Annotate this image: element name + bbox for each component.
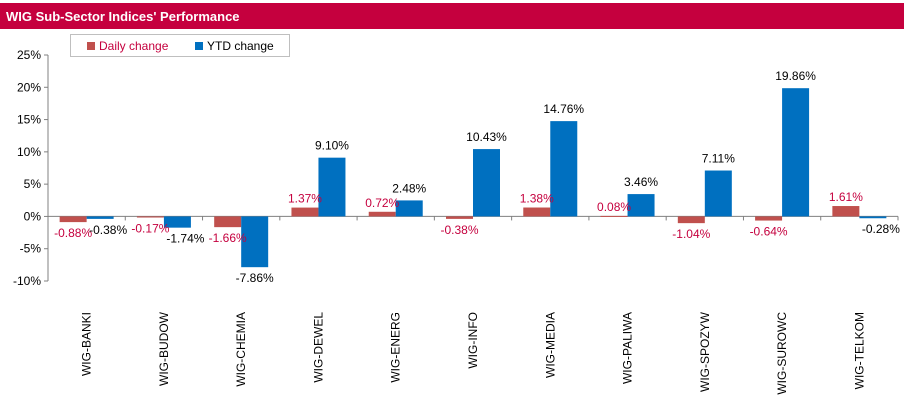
x-category-label: WIG-BANKI (80, 312, 94, 376)
x-category-label: WIG-CHEMIA (234, 312, 248, 387)
data-label-ytd: 19.86% (775, 69, 816, 83)
legend-swatch-daily (87, 42, 95, 50)
legend-swatch-ytd (195, 42, 203, 50)
data-label-daily: 0.08% (597, 200, 631, 214)
data-label-daily: 1.38% (520, 192, 554, 206)
bar-daily-change (832, 206, 860, 217)
data-label-daily: 1.61% (829, 190, 863, 204)
x-category-label: WIG-SPOZYW (698, 311, 712, 392)
data-label-ytd: -0.28% (862, 222, 900, 236)
legend-label-daily: Daily change (99, 39, 169, 53)
data-label-ytd: -7.86% (236, 271, 274, 285)
bar-daily-change (446, 216, 473, 219)
data-label-daily: 0.72% (365, 196, 399, 210)
bar-daily-change (291, 207, 319, 217)
data-label-daily: -0.17% (131, 222, 169, 236)
bar-ytd-change (241, 216, 269, 268)
data-label-ytd: 7.11% (702, 152, 735, 166)
bar-daily-change (755, 216, 783, 221)
data-label-ytd: 14.76% (543, 102, 584, 116)
bar-daily-change (214, 216, 242, 228)
y-tick-label: -5% (20, 242, 42, 256)
data-label-ytd: 10.43% (466, 130, 507, 144)
x-category-label: WIG-INFO (466, 312, 480, 369)
x-category-label: WIG-TELKOM (852, 312, 866, 389)
x-category-label: WIG-SUROWC (775, 312, 789, 395)
data-label-daily: -1.04% (672, 227, 710, 241)
y-tick-label: 20% (17, 80, 41, 94)
bar-ytd-change (782, 88, 810, 217)
bar-daily-change (136, 216, 164, 218)
bar-ytd-change (627, 194, 655, 217)
y-tick-label: 25% (17, 48, 41, 62)
x-category-label: WIG-DEWEL (311, 312, 325, 383)
y-tick-label: 15% (17, 113, 41, 127)
bar-daily-change (600, 215, 628, 217)
bar-ytd-change (473, 149, 500, 217)
y-tick-label: 5% (24, 177, 42, 191)
y-tick-label: 10% (17, 145, 41, 159)
bar-daily-change (59, 216, 87, 223)
data-label-ytd: 2.48% (392, 181, 426, 195)
legend-label-ytd: YTD change (207, 39, 274, 53)
chart-legend: Daily change YTD change (70, 34, 290, 57)
data-label-daily: -0.88% (54, 226, 92, 240)
x-category-label: WIG-ENERG (389, 312, 403, 383)
y-tick-label: 0% (24, 209, 42, 223)
data-label-daily: -1.66% (209, 231, 247, 245)
bar-ytd-change (318, 157, 346, 217)
data-label-ytd: 3.46% (624, 175, 658, 189)
data-label-daily: -0.38% (440, 223, 478, 237)
legend-item-daily: Daily change (87, 39, 168, 53)
bar-ytd-change (86, 216, 114, 219)
data-label-ytd: -0.38% (89, 223, 127, 237)
bar-ytd-change (704, 170, 732, 217)
data-label-daily: 1.37% (288, 192, 322, 206)
data-label-ytd: 9.10% (315, 139, 349, 153)
bar-daily-change (677, 216, 705, 224)
legend-item-ytd: YTD change (195, 39, 274, 53)
chart-title: WIG Sub-Sector Indices' Performance (6, 9, 240, 24)
y-tick-label: -10% (13, 274, 41, 288)
bar-ytd-change (395, 200, 423, 217)
x-category-label: WIG-BUDOW (157, 311, 171, 386)
x-category-label: WIG-PALIWA (621, 312, 635, 384)
data-label-ytd: -1.74% (166, 232, 204, 246)
x-category-label: WIG-MEDIA (543, 312, 557, 378)
chart-title-bar: WIG Sub-Sector Indices' Performance (0, 3, 904, 29)
bar-daily-change (368, 211, 396, 217)
bar-ytd-change (859, 216, 887, 219)
data-label-daily: -0.64% (750, 225, 788, 239)
bar-ytd-change (550, 121, 578, 217)
bar-ytd-change (163, 216, 191, 228)
bar-daily-change (523, 207, 551, 217)
